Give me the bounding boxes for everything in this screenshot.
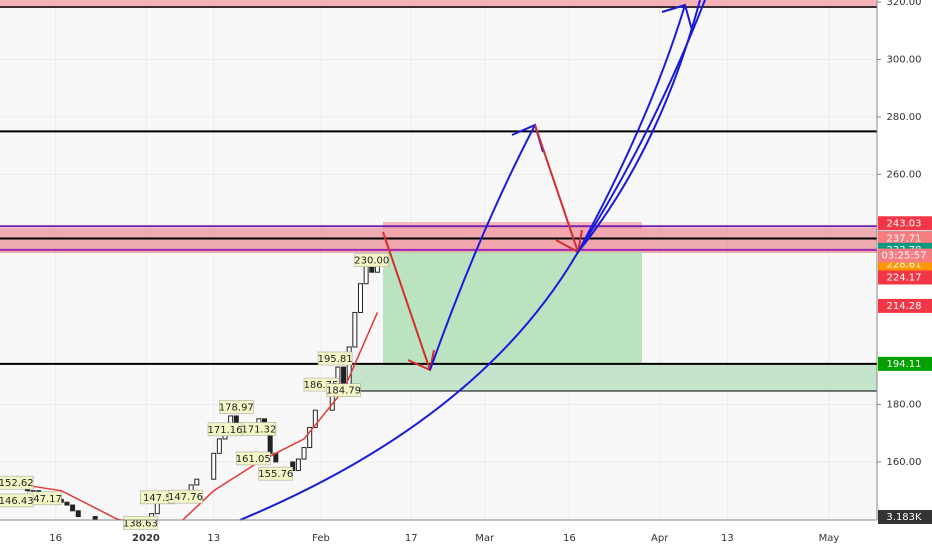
price-tag: [878, 298, 932, 313]
annotation-box: [241, 422, 277, 436]
annotation-label: 186.75: [303, 380, 338, 391]
annotation-box: [258, 466, 294, 481]
annotation-box: [0, 493, 34, 508]
candle: [307, 426, 313, 449]
price-tag-label: 237.71: [887, 234, 922, 245]
price-tag-label: 228.61: [887, 260, 922, 271]
x-tick-label: 13: [207, 533, 220, 544]
x-tick-label: 16: [563, 533, 576, 544]
x-tick-label: Feb: [312, 533, 330, 544]
annotation-box: [235, 451, 271, 466]
annotation-label: 171.16: [208, 425, 243, 436]
price-annotation: 146.43: [0, 493, 34, 508]
annotation-label: 155.76: [258, 469, 293, 480]
candle: [352, 311, 358, 348]
annotation-box: [168, 489, 203, 504]
price-tag-label: 194.11: [887, 359, 922, 370]
levels: [0, 130, 877, 365]
price-tag: [878, 356, 932, 371]
price-annotation: 195.81: [317, 351, 353, 366]
annotation-label: 147.17: [27, 494, 62, 505]
candle: [295, 458, 301, 472]
candle: [216, 438, 222, 454]
price-tag: [878, 270, 932, 285]
x-tick-label: 17: [405, 533, 418, 544]
annotation-label: 184.79: [326, 386, 361, 397]
x-tick-label: 16: [49, 533, 62, 544]
y-tick-label: 300.00: [887, 55, 922, 66]
price-annotation: 147.76: [168, 489, 203, 504]
x-tick-label: Apr: [651, 533, 669, 544]
price-annotation: 171.32: [241, 422, 277, 436]
price-tag-label: 214.28: [887, 301, 922, 312]
candle: [312, 409, 318, 428]
annotation-label: 195.81: [318, 354, 353, 365]
annotation-label: 146.43: [0, 496, 34, 507]
candle: [70, 504, 76, 512]
candle: [110, 525, 114, 531]
axes: 160.00 180.00 260.00 280.00 300.00 320.00 16 20…: [49, 0, 921, 544]
candle: [374, 265, 380, 273]
annotation-label: 178.97: [219, 402, 254, 413]
moving-average: [4, 312, 379, 520]
y-tick-label: 280.00: [887, 112, 922, 123]
resistance-zone: [0, 0, 877, 8]
price-tag: [878, 231, 932, 246]
candle: [30, 490, 36, 493]
y-tick-label: 160.00: [887, 457, 922, 468]
price-annotation: 178.97: [219, 400, 254, 414]
candle: [64, 501, 70, 506]
candle: [116, 531, 120, 534]
price-annotation: 155.76: [258, 466, 294, 481]
annotation-label: 138.63: [123, 518, 158, 529]
annotation-label: 152.62: [0, 478, 34, 489]
candle: [301, 447, 307, 460]
countdown-box: [878, 248, 932, 263]
x-tick-label: 2020: [132, 533, 160, 544]
annotation-box: [0, 475, 34, 490]
y-tick-label: 320.00: [887, 0, 922, 8]
volume-label: 3.183K: [886, 512, 922, 523]
x-tick-label: Mar: [475, 533, 495, 544]
candle: [267, 432, 273, 454]
annotation-label: 230.00: [354, 256, 389, 267]
annotation-box: [354, 253, 390, 267]
annotation-box: [219, 400, 254, 414]
price-tag-label: 243.03: [887, 218, 922, 229]
price-tag-label: 224.17: [887, 272, 922, 283]
annotation-box: [317, 351, 353, 366]
drawings: [239, 0, 706, 521]
countdown: 03:25:57: [882, 251, 927, 262]
price-annotation: 171.16: [208, 422, 243, 437]
demand-zone: [350, 365, 877, 391]
candle: [194, 478, 200, 486]
annotation-label: 161.05: [236, 454, 271, 465]
x-tick-label: May: [819, 533, 840, 544]
x-tick-label: 13: [721, 533, 734, 544]
candle: [211, 452, 217, 480]
price-tag: [878, 216, 932, 231]
annotation-box: [326, 383, 361, 397]
annotation-label: 171.32: [241, 424, 276, 435]
price-annotation: 138.63: [123, 516, 158, 530]
volume-tag: [878, 510, 932, 524]
candle: [99, 522, 103, 525]
candle: [92, 516, 98, 520]
price-annotation: 161.05: [235, 451, 271, 466]
price-annotation: 184.79: [326, 383, 361, 397]
y-tick-label: 180.00: [887, 399, 922, 410]
y-tick-label: 260.00: [887, 169, 922, 180]
price-tags: 243.03237.81237.71233.78228.61224.17214.…: [878, 216, 932, 524]
candle: [188, 484, 194, 492]
price-annotation: 152.62: [0, 475, 34, 490]
target-box: [383, 252, 642, 365]
annotation-label: 147.5: [143, 493, 172, 504]
price-annotation: 230.00: [354, 253, 390, 267]
candle: [75, 510, 81, 518]
annotation-label: 147.76: [168, 492, 203, 503]
candle: [357, 283, 363, 313]
